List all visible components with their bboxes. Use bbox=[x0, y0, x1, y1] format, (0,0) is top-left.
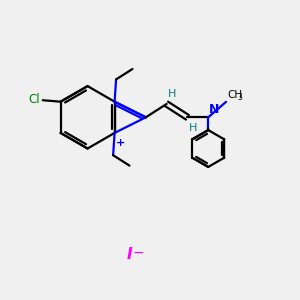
Text: Cl: Cl bbox=[29, 93, 40, 106]
Text: −: − bbox=[133, 245, 145, 260]
Text: N: N bbox=[209, 103, 219, 116]
Text: +: + bbox=[116, 138, 125, 148]
Text: CH: CH bbox=[227, 90, 242, 100]
Text: I: I bbox=[126, 247, 132, 262]
Text: 3: 3 bbox=[237, 93, 242, 102]
Text: H: H bbox=[168, 88, 176, 99]
Text: H: H bbox=[189, 123, 197, 133]
